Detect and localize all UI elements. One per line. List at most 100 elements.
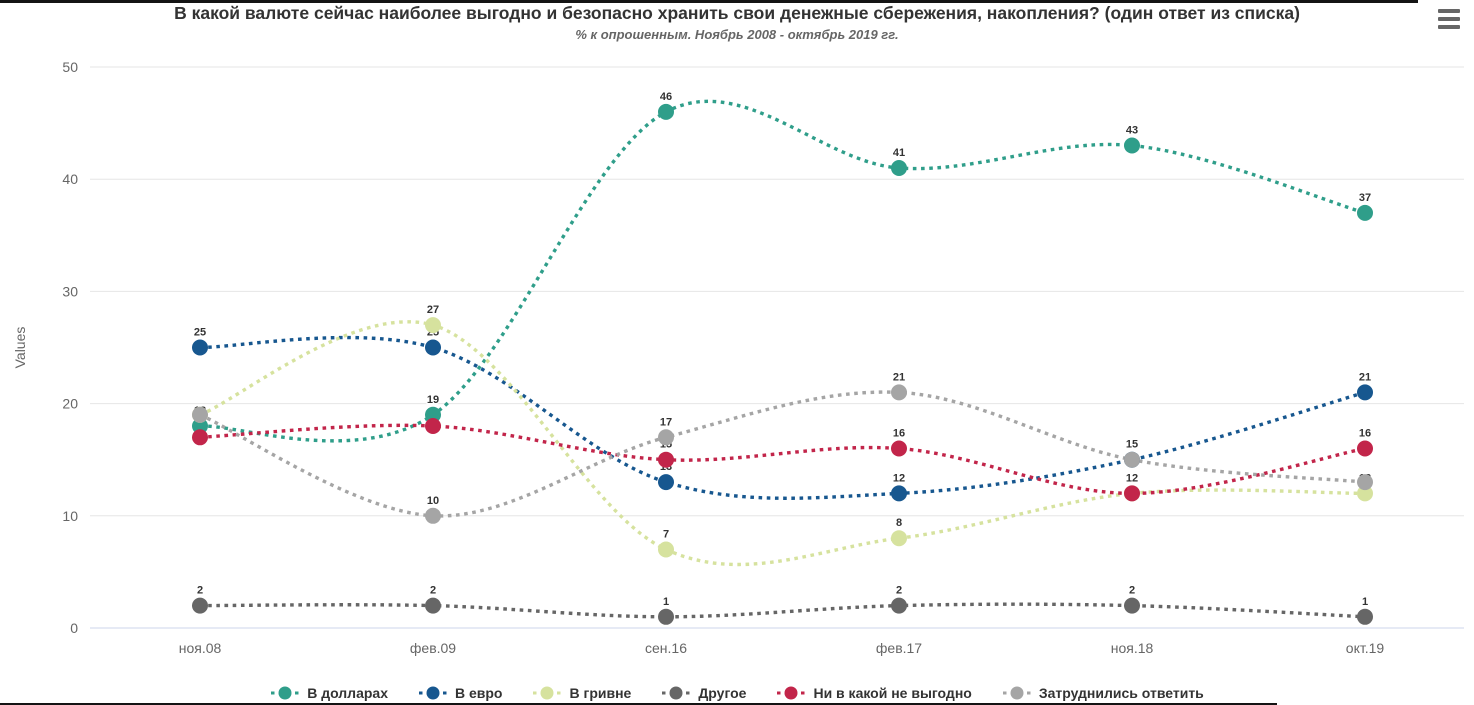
y-axis-title: Values [12, 327, 28, 369]
data-point-label: 21 [1359, 371, 1371, 383]
legend-series-marker-icon [662, 686, 691, 700]
data-point-label: 37 [1359, 192, 1371, 204]
data-point-label: 8 [896, 517, 902, 529]
data-point-marker[interactable] [1357, 204, 1373, 221]
hamburger-icon [1438, 9, 1460, 13]
legend-item[interactable]: В долларах [270, 685, 388, 701]
data-point-marker[interactable] [891, 597, 907, 614]
data-point-marker[interactable] [891, 384, 907, 401]
legend-label: Затруднились ответить [1038, 685, 1204, 701]
data-point-marker[interactable] [658, 103, 674, 120]
data-point-label: 16 [893, 428, 905, 440]
y-tick-label: 10 [62, 508, 78, 524]
data-point-label: 2 [1129, 585, 1135, 597]
data-point-marker[interactable] [1124, 597, 1140, 614]
data-point-label: 7 [663, 529, 669, 541]
legend-series-marker-icon [777, 686, 806, 700]
y-tick-label: 50 [62, 59, 78, 75]
bottom-border-line [0, 703, 1277, 705]
data-point-label: 2 [896, 585, 902, 597]
data-point-marker[interactable] [1357, 384, 1373, 401]
chart-context-menu-button[interactable] [1436, 8, 1462, 30]
data-point-marker[interactable] [192, 597, 208, 614]
data-point-label: 19 [427, 394, 439, 406]
data-point-label: 2 [197, 585, 203, 597]
legend-series-marker-icon [271, 686, 300, 700]
legend-label: Ни в какой не выгодно [813, 685, 972, 701]
data-point-marker[interactable] [658, 541, 674, 558]
chart-title: В какой валюте сейчас наиболее выгодно и… [174, 3, 1300, 23]
data-point-marker[interactable] [192, 339, 208, 356]
data-point-label: 1 [663, 596, 669, 608]
data-point-marker[interactable] [425, 597, 441, 614]
data-point-marker[interactable] [658, 451, 674, 468]
legend-series-marker-icon [418, 686, 447, 700]
data-point-marker[interactable] [425, 317, 441, 334]
top-border-line [0, 0, 1418, 3]
x-tick-label: фев.09 [410, 640, 456, 656]
y-tick-label: 0 [70, 620, 78, 636]
legend-item[interactable]: В гривне [532, 685, 631, 701]
data-point-label: 2 [430, 585, 436, 597]
data-point-label: 21 [893, 371, 905, 383]
data-point-marker[interactable] [1357, 608, 1373, 625]
data-point-label: 10 [427, 495, 439, 507]
data-point-label: 12 [893, 472, 905, 484]
x-tick-label: ноя.18 [1111, 640, 1154, 656]
data-point-label: 16 [1359, 428, 1371, 440]
data-point-marker[interactable] [658, 608, 674, 625]
y-tick-label: 40 [62, 171, 78, 187]
data-point-label: 17 [660, 416, 672, 428]
data-point-label: 27 [427, 304, 439, 316]
data-point-label: 15 [1126, 439, 1138, 451]
chart-plot: 0 10 20 30 40 50 ноя.08 фев.09 сен.16 фев.17 ноя.1… [12, 59, 1464, 656]
data-point-marker[interactable] [1124, 485, 1140, 502]
data-point-marker[interactable] [1357, 440, 1373, 457]
x-tick-label: ноя.08 [179, 640, 222, 656]
data-point-marker[interactable] [891, 440, 907, 457]
chart-legend: В долларах В евро В гривне Другое Ни в какой… [0, 685, 1474, 701]
data-point-label: 1 [1362, 596, 1368, 608]
hamburger-icon [1438, 25, 1460, 29]
series-line [199, 602, 1366, 619]
data-point-label: 43 [1126, 125, 1138, 137]
data-point-marker[interactable] [192, 406, 208, 423]
series-line [199, 320, 1366, 567]
hamburger-icon [1438, 17, 1460, 21]
x-tick-label: окт.19 [1346, 640, 1385, 656]
data-point-marker[interactable] [425, 339, 441, 356]
legend-item[interactable]: Ни в какой не выгодно [776, 685, 972, 701]
data-point-marker[interactable] [658, 474, 674, 491]
data-point-marker[interactable] [425, 418, 441, 434]
legend-series-marker-icon [1002, 686, 1031, 700]
chart-subtitle: % к опрошенным. Ноябрь 2008 - октябрь 20… [575, 27, 899, 42]
series-line [199, 390, 1366, 518]
data-point-marker[interactable] [1357, 474, 1373, 491]
legend-label: В евро [454, 685, 503, 701]
series-line [199, 335, 1366, 500]
data-point-marker[interactable] [891, 160, 907, 176]
x-tick-label: фев.17 [876, 640, 922, 656]
y-tick-label: 20 [62, 396, 78, 412]
data-point-marker[interactable] [192, 418, 208, 434]
data-point-marker[interactable] [1124, 137, 1140, 154]
legend-item[interactable]: В евро [418, 685, 503, 701]
legend-label: В гривне [569, 685, 632, 701]
data-point-marker[interactable] [658, 429, 674, 446]
data-point-marker[interactable] [891, 530, 907, 547]
legend-label: В долларах [307, 685, 388, 701]
data-point-label: 25 [194, 327, 206, 339]
data-point-marker[interactable] [425, 406, 441, 423]
data-point-marker[interactable] [192, 429, 208, 446]
x-tick-label: сен.16 [645, 640, 687, 656]
data-point-marker[interactable] [425, 507, 441, 524]
legend-item[interactable]: Другое [661, 685, 746, 701]
legend-item[interactable]: Затруднились ответить [1002, 685, 1204, 701]
data-point-marker[interactable] [891, 485, 907, 502]
data-point-label: 41 [893, 147, 905, 159]
data-point-marker[interactable] [1357, 485, 1373, 502]
data-point-marker[interactable] [1124, 451, 1140, 468]
y-tick-label: 30 [62, 283, 78, 299]
legend-label: Другое [698, 685, 747, 701]
